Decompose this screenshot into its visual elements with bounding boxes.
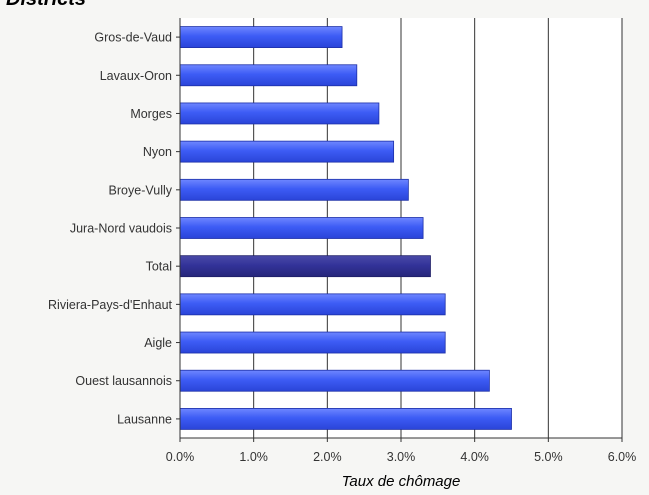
bar-jura-nord-vaudois bbox=[179, 217, 424, 239]
x-tick-label: 3.0% bbox=[387, 450, 416, 464]
bar-lausanne bbox=[179, 408, 512, 430]
x-axis-title: Taux de chômage bbox=[341, 473, 461, 490]
bar-nyon bbox=[179, 140, 395, 163]
x-tick-label: 1.0% bbox=[239, 450, 268, 464]
bar-lavaux-oron bbox=[179, 64, 358, 87]
bar-aigle bbox=[179, 331, 446, 354]
bar-riviera-pays-d-enhaut bbox=[179, 293, 446, 316]
bar-gros-de-vaud bbox=[179, 26, 343, 48]
category-label: Ouest lausannois bbox=[75, 374, 172, 388]
category-label: Morges bbox=[130, 107, 172, 121]
bar-total bbox=[179, 255, 431, 278]
category-label: Broye-Vully bbox=[109, 183, 173, 197]
x-tick-labels: 0.0% 1.0% 2.0% 3.0% 4.0% 5.0% 6.0% bbox=[166, 450, 637, 464]
category-label: Lavaux-Oron bbox=[100, 69, 172, 83]
category-label: Lausanne bbox=[117, 412, 172, 426]
x-tick-label: 6.0% bbox=[608, 450, 637, 464]
x-tick-label: 2.0% bbox=[313, 450, 342, 464]
x-tick-label: 0.0% bbox=[166, 450, 195, 464]
category-label: Aigle bbox=[144, 336, 172, 350]
axes bbox=[176, 18, 623, 442]
bar-broye-vully bbox=[179, 178, 409, 201]
bar-ouest-lausannois bbox=[179, 369, 490, 392]
x-tick-label: 4.0% bbox=[460, 450, 489, 464]
category-label: Riviera-Pays-d'Enhaut bbox=[48, 298, 172, 312]
bar-morges bbox=[179, 102, 380, 125]
category-label: Total bbox=[146, 260, 172, 274]
category-label: Gros-de-Vaud bbox=[94, 31, 172, 45]
category-label: Jura-Nord vaudois bbox=[70, 222, 172, 236]
category-labels: Gros-de-Vaud Lavaux-Oron Morges Nyon Broye-V… bbox=[48, 31, 173, 427]
chart-title: Districts bbox=[6, 0, 86, 11]
bars bbox=[179, 26, 512, 430]
category-label: Nyon bbox=[143, 145, 172, 159]
x-tick-label: 5.0% bbox=[534, 450, 563, 464]
